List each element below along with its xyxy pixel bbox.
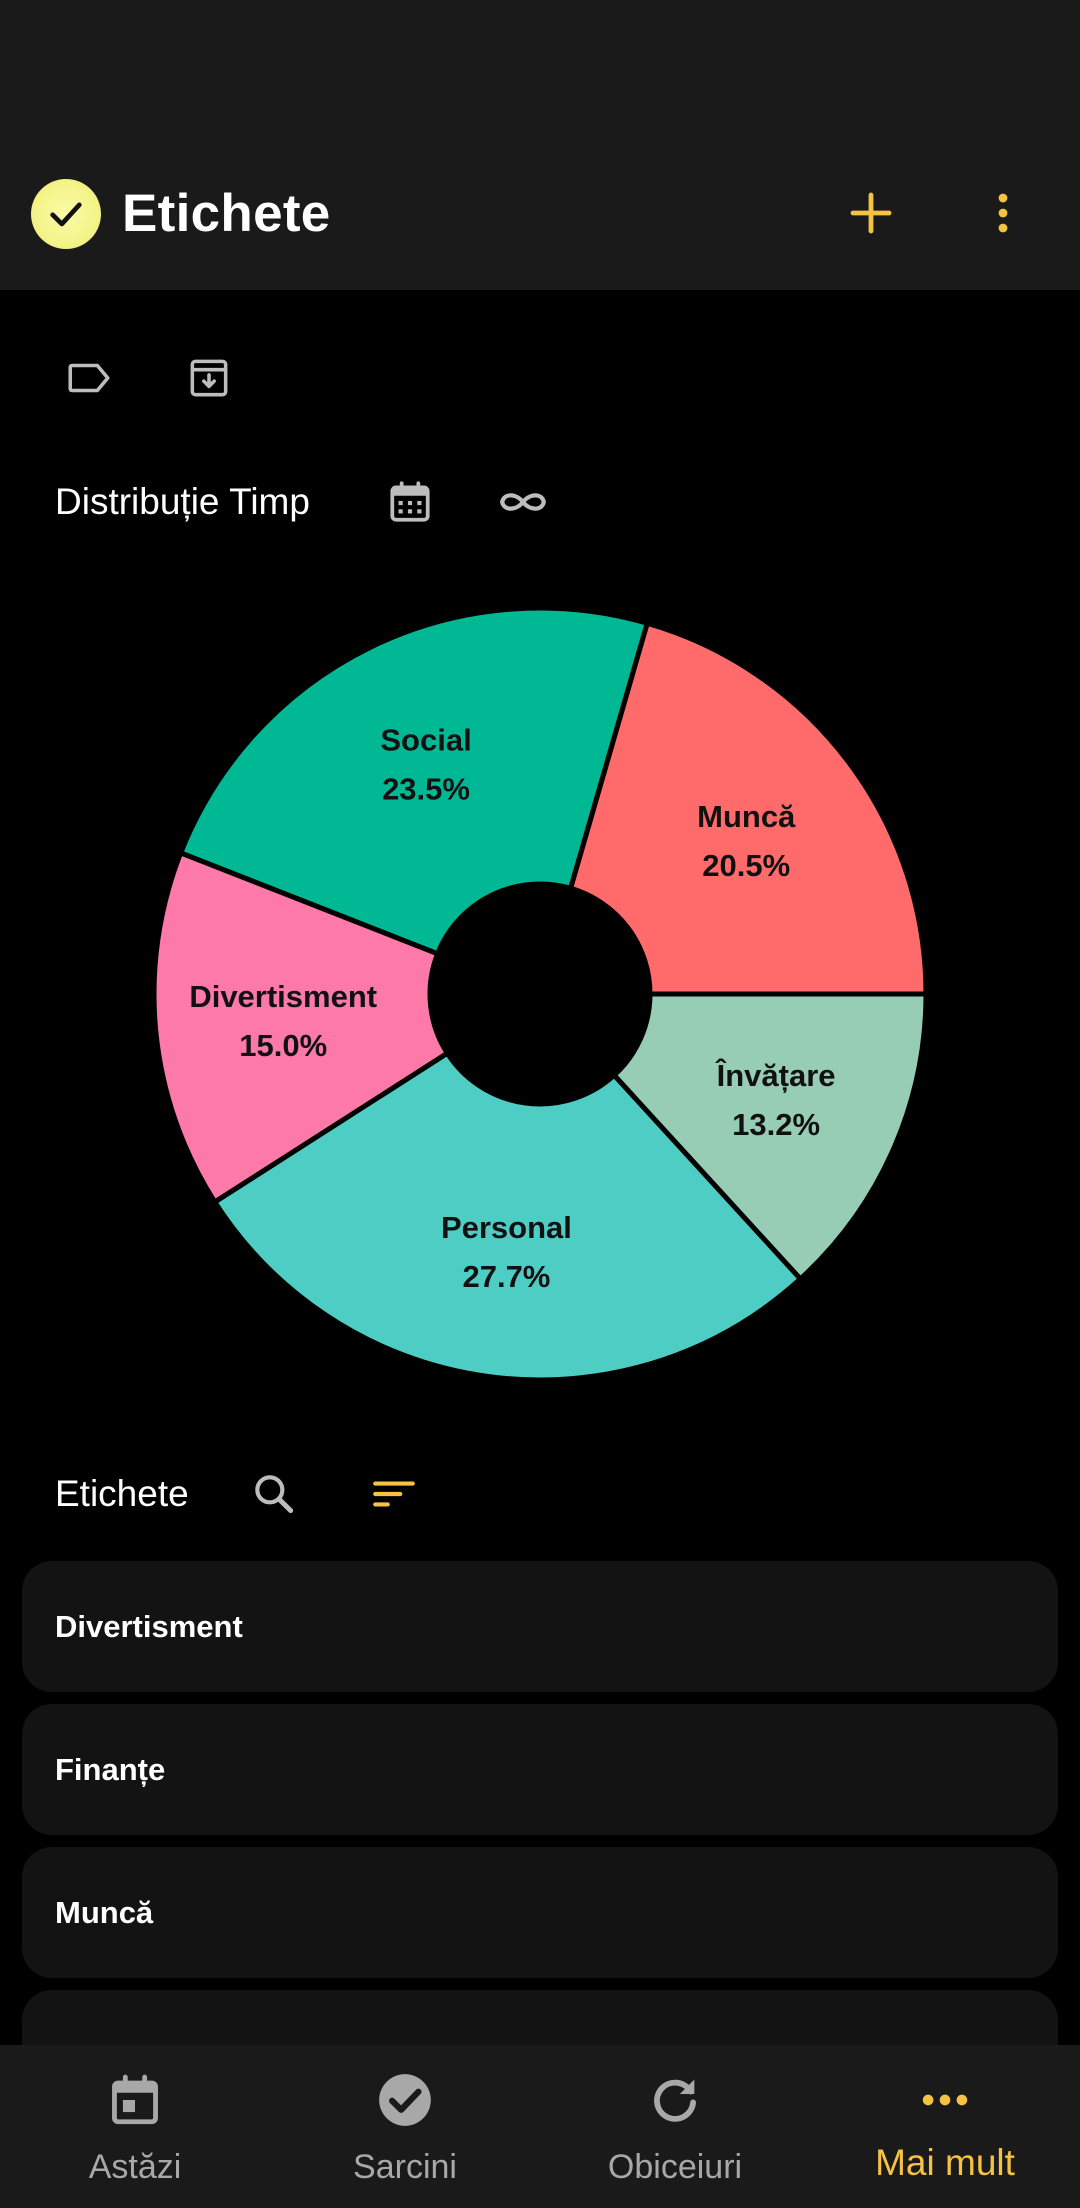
tag-item-finante[interactable]: Finanțe (22, 1704, 1058, 1835)
slice-percent-label: 23.5% (382, 772, 470, 807)
nav-item-today[interactable]: Astăzi (0, 2045, 270, 2208)
pie-slice-1[interactable] (178, 605, 650, 957)
pie-slice-2[interactable] (151, 850, 450, 1205)
nav-label: Sarcini (353, 2148, 457, 2186)
nav-item-habits[interactable]: Obiceiuri (540, 2045, 810, 2208)
app-bar: Etichete (0, 130, 1080, 290)
calendar-today-icon (112, 2074, 158, 2125)
tag-item-munca[interactable]: Muncă (22, 1847, 1058, 1978)
nav-item-tasks[interactable]: Sarcini (270, 2045, 540, 2208)
tag-label: Divertisment (55, 1609, 243, 1644)
tags-section-title: Etichete (55, 1473, 189, 1514)
nav-label-active: Mai mult (875, 2142, 1015, 2183)
donut-chart-svg: Muncă 20.5% Social 23.5% Divertisment 15.0% Pe… (151, 605, 929, 1383)
slice-percent-label: 27.7% (462, 1259, 550, 1294)
slice-percent-label: 20.5% (702, 848, 790, 883)
tag-item-divertisment[interactable]: Divertisment (22, 1561, 1058, 1692)
slice-category-label: Divertisment (189, 979, 377, 1014)
nav-item-more[interactable]: Mai mult (810, 2045, 1080, 2208)
pie-slice-4[interactable] (611, 991, 929, 1282)
plus-icon (850, 192, 892, 234)
slice-category-label: Personal (441, 1210, 572, 1245)
tag-label: Finanțe (55, 1752, 166, 1787)
sort-button[interactable] (358, 1458, 430, 1530)
search-icon (255, 1475, 294, 1514)
page-title: Etichete (122, 184, 331, 243)
archive-button[interactable] (173, 342, 245, 414)
label-outline-icon (68, 363, 110, 393)
labels-toggle-button[interactable] (53, 342, 125, 414)
distribution-title: Distribuție Timp (55, 481, 310, 522)
sort-icon (373, 1481, 415, 1507)
bottom-navigation: Astăzi Sarcini Obiceiuri Mai mult (0, 2045, 1080, 2208)
nav-label: Obiceiuri (607, 2148, 743, 2186)
refresh-icon (654, 2079, 697, 2122)
pie-slice-3[interactable] (212, 1050, 803, 1383)
slice-category-label: Învățare (715, 1057, 836, 1093)
slice-percent-label: 15.0% (239, 1028, 327, 1063)
archive-icon (190, 359, 228, 397)
check-circle-icon (379, 2074, 431, 2126)
slice-category-label: Social (380, 723, 471, 758)
slice-category-label: Muncă (697, 799, 796, 834)
more-horiz-icon (922, 2094, 968, 2106)
date-range-button[interactable] (374, 466, 446, 538)
more-options-button[interactable] (967, 177, 1039, 249)
time-distribution-chart: Muncă 20.5% Social 23.5% Divertisment 15.0% Pe… (0, 560, 1080, 1400)
check-icon (31, 179, 101, 249)
more-vert-icon (998, 193, 1008, 233)
pie-slice-0[interactable] (568, 620, 929, 997)
all-time-button[interactable] (487, 466, 559, 538)
slice-percent-label: 13.2% (732, 1107, 820, 1142)
tag-label: Muncă (55, 1895, 154, 1930)
nav-label: Astăzi (88, 2148, 182, 2186)
infinity-icon (500, 493, 546, 511)
add-button[interactable] (835, 177, 907, 249)
status-bar (0, 0, 1080, 130)
calendar-icon (390, 481, 430, 522)
search-button[interactable] (238, 1458, 310, 1530)
